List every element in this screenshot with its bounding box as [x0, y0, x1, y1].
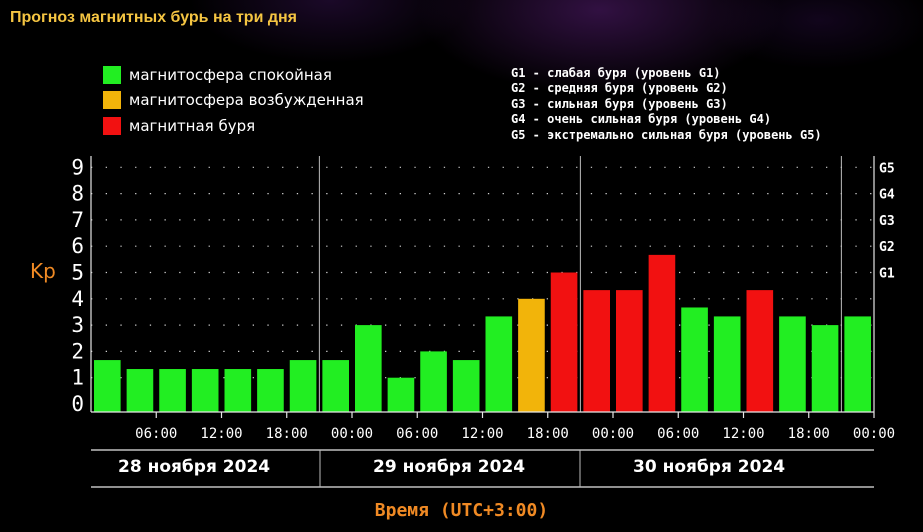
x-axis-title: Время (UTC+3:00) — [374, 500, 549, 521]
legend-swatch-storm — [103, 117, 121, 135]
y-axis-title: Kp — [30, 259, 56, 283]
date-label-day1: 28 ноября 2024 — [118, 457, 271, 477]
bar — [452, 360, 480, 412]
g-scale-item: G4 - очень сильная буря (уровень G4) — [511, 112, 772, 127]
time-tick-label: 18:00 — [266, 426, 308, 442]
y-tick-label: 5 — [71, 261, 84, 285]
time-tick-label: 18:00 — [788, 426, 830, 442]
bar — [257, 369, 284, 412]
time-tick-label: 12:00 — [461, 426, 503, 442]
bar — [713, 316, 741, 412]
bar — [159, 369, 186, 412]
background-glow — [0, 0, 923, 150]
bar — [420, 351, 447, 412]
right-tick-label: G4 — [879, 188, 895, 203]
bar — [126, 369, 154, 412]
bar — [322, 360, 349, 412]
legend-label-active: магнитосфера возбужденная — [129, 91, 364, 109]
bar — [289, 360, 317, 412]
g-scale-list: G1 - слабая буря (уровень G1) G2 - средн… — [511, 66, 822, 143]
time-tick-label: 06:00 — [657, 426, 699, 442]
time-tick-label: 06:00 — [396, 426, 438, 442]
time-tick-label: 12:00 — [722, 426, 764, 442]
right-tick-label: G1 — [879, 267, 895, 282]
bar — [648, 254, 676, 412]
bar — [518, 298, 545, 412]
bar — [191, 369, 219, 412]
time-tick-label: 00:00 — [331, 426, 373, 442]
y-tick-label: 7 — [71, 208, 84, 232]
y-tick-label: 1 — [71, 366, 84, 390]
bar — [485, 316, 513, 412]
bar — [387, 377, 415, 412]
time-tick-label: 06:00 — [135, 426, 177, 442]
y-tick-label: 2 — [71, 339, 84, 363]
y-tick-label: 9 — [71, 155, 84, 179]
y-tick-label: 6 — [71, 234, 84, 258]
bar — [779, 316, 806, 412]
y-tick-label: 3 — [71, 313, 84, 337]
legend-label-calm: магнитосфера спокойная — [129, 66, 332, 84]
y-tick-label: 8 — [71, 182, 84, 206]
bar — [583, 290, 610, 412]
right-tick-label: G2 — [879, 240, 895, 255]
y-tick-label: 0 — [71, 392, 84, 416]
g-scale-item: G3 - сильная буря (уровень G3) — [511, 96, 728, 111]
date-label-day3: 30 ноября 2024 — [633, 457, 786, 477]
page-title: Прогноз магнитных бурь на три дня — [10, 9, 297, 26]
legend-swatch-calm — [103, 66, 121, 84]
bar — [746, 290, 774, 412]
right-tick-label: G5 — [879, 161, 895, 176]
bar — [224, 369, 252, 412]
time-tick-label: 18:00 — [527, 426, 569, 442]
legend-label-storm: магнитная буря — [129, 117, 256, 135]
time-tick-label: 00:00 — [592, 426, 634, 442]
bar — [811, 325, 839, 412]
legend-swatch-active — [103, 91, 121, 109]
g-scale-item: G1 - слабая буря (уровень G1) — [511, 66, 721, 80]
bar — [550, 272, 578, 412]
g-scale-item: G5 - экстремально сильная буря (уровень … — [511, 127, 822, 142]
time-tick-label: 12:00 — [200, 426, 242, 442]
bar — [681, 307, 708, 412]
bar — [355, 325, 382, 412]
date-label-day2: 29 ноября 2024 — [373, 457, 526, 477]
bar — [94, 360, 121, 412]
time-tick-label: 00:00 — [853, 426, 895, 442]
g-scale-item: G2 - средняя буря (уровень G2) — [511, 81, 728, 96]
right-tick-label: G3 — [879, 214, 895, 229]
bar — [844, 316, 871, 412]
bar — [616, 290, 643, 412]
y-tick-label: 4 — [71, 287, 84, 311]
